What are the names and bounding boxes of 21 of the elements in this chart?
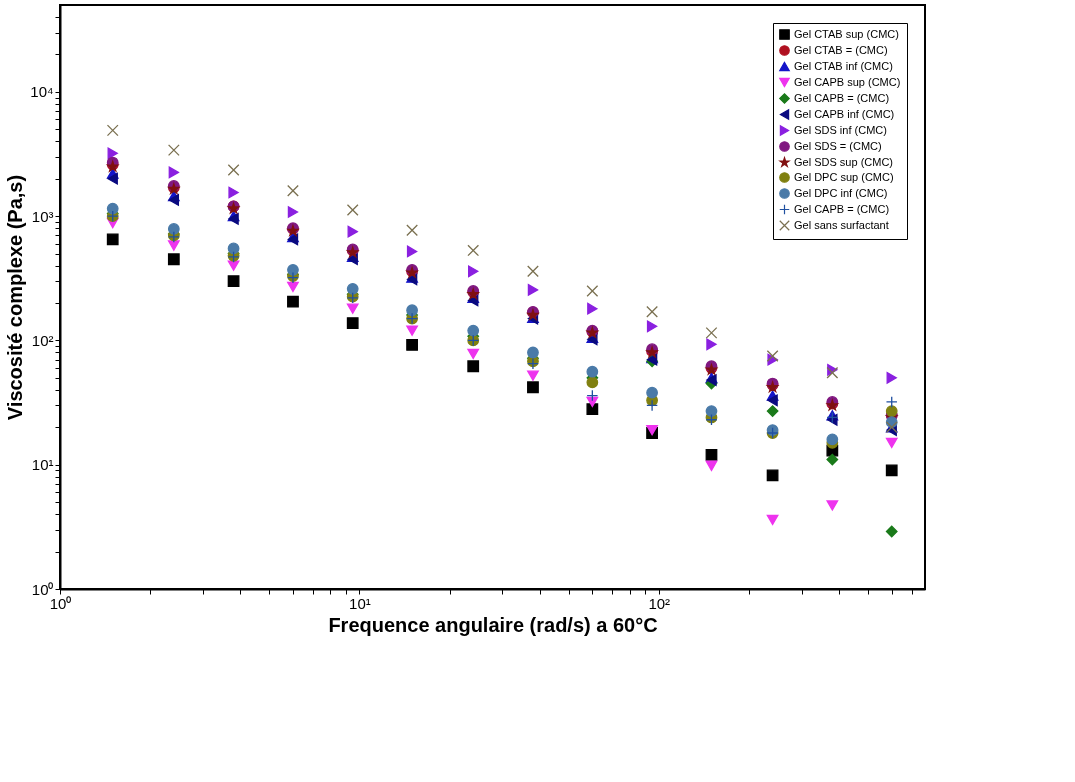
legend-label: Gel SDS = (CMC) [794,139,882,152]
y-tick-label: 10¹ [31,456,54,474]
legend-label: Gel CAPB = (CMC) [794,91,890,104]
legend-label: Gel CTAB = (CMC) [794,43,888,56]
y-tick-label: 10³ [31,207,54,225]
y-axis-title: Viscosité complexe (Pa,s) [4,174,27,421]
x-tick-label: 10² [648,594,671,612]
legend-label: Gel SDS inf (CMC) [794,123,887,136]
y-tick-label: 10² [31,331,54,349]
legend-label: Gel DPC inf (CMC) [794,186,888,199]
x-axis-title: Frequence angulaire (rad/s) a 60°C [328,613,658,636]
x-tick-label: 10¹ [349,594,371,612]
legend-label: Gel CAPB inf (CMC) [794,107,895,120]
legend-label: Gel CTAB sup (CMC) [794,27,899,40]
legend-label: Gel CTAB inf (CMC) [794,59,893,72]
legend-label: Gel sans surfactant [794,218,889,231]
legend-label: Gel CAPB sup (CMC) [794,75,901,88]
legend-label: Gel CAPB = (CMC) [794,202,890,215]
y-tick-label: 10⁴ [30,83,54,101]
legend-label: Gel DPC sup (CMC) [794,170,894,183]
legend-label: Gel SDS sup (CMC) [794,155,894,168]
